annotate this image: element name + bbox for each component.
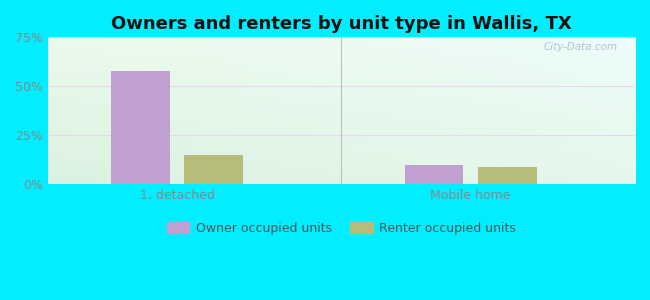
- Bar: [111, 70, 170, 184]
- Legend: Owner occupied units, Renter occupied units: Owner occupied units, Renter occupied un…: [162, 217, 521, 240]
- Text: City-Data.com: City-Data.com: [543, 42, 618, 52]
- Title: Owners and renters by unit type in Wallis, TX: Owners and renters by unit type in Walli…: [111, 15, 572, 33]
- Bar: [404, 165, 463, 184]
- Bar: [185, 155, 243, 184]
- Bar: [478, 167, 537, 184]
